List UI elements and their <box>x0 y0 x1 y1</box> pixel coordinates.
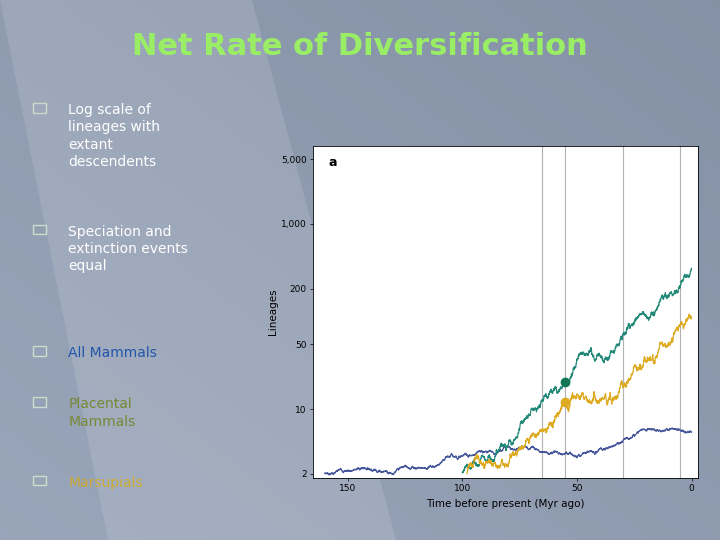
Text: a: a <box>328 156 337 169</box>
Text: Speciation and
extinction events
equal: Speciation and extinction events equal <box>68 225 188 273</box>
Text: Marsupials: Marsupials <box>68 476 143 490</box>
Polygon shape <box>0 0 396 540</box>
Text: All Mammals: All Mammals <box>68 346 157 360</box>
Y-axis label: Lineages: Lineages <box>269 288 279 335</box>
X-axis label: Time before present (Myr ago): Time before present (Myr ago) <box>426 499 585 509</box>
Text: Log scale of
lineages with
extant
descendents: Log scale of lineages with extant descen… <box>68 103 161 169</box>
Text: Placental
Mammals: Placental Mammals <box>68 397 135 429</box>
Text: Net Rate of Diversification: Net Rate of Diversification <box>132 32 588 62</box>
